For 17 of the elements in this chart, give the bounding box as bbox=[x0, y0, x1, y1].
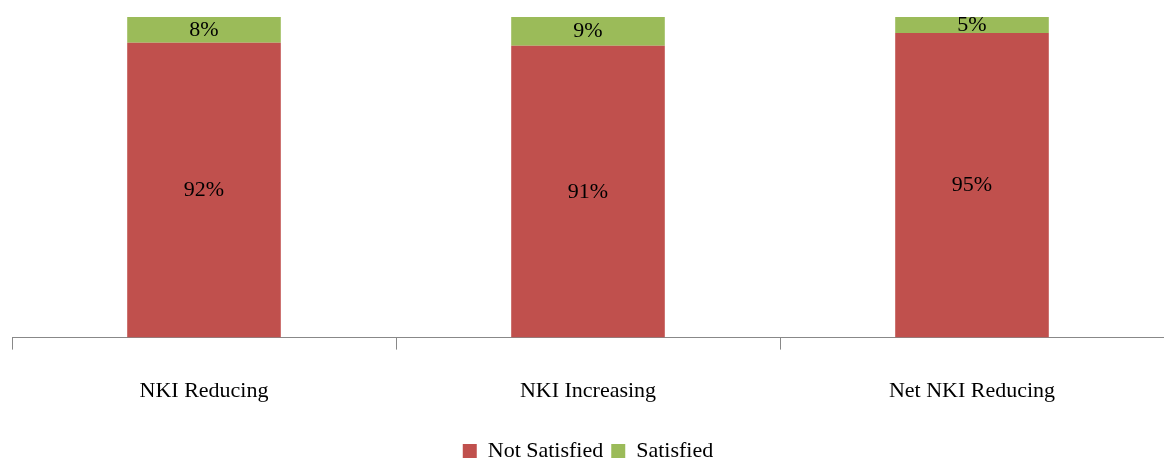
bar bbox=[511, 17, 665, 46]
data-label: 5% bbox=[957, 10, 987, 36]
x-tick-label: Net NKI Reducing bbox=[888, 376, 1056, 402]
bar bbox=[127, 17, 281, 43]
data-label: 91% bbox=[567, 177, 609, 203]
data-label: 9% bbox=[573, 17, 603, 43]
x-tick-label: NKI Reducing bbox=[139, 376, 269, 402]
legend-label: Not Satisfied bbox=[487, 436, 604, 462]
x-tick-label: NKI Increasing bbox=[519, 376, 657, 402]
data-label: 95% bbox=[951, 171, 993, 197]
bar bbox=[127, 42, 281, 338]
data-label: 8% bbox=[189, 15, 219, 41]
bar bbox=[511, 45, 665, 338]
legend-label: Satisfied bbox=[636, 436, 714, 462]
bar bbox=[895, 33, 1049, 338]
bar bbox=[895, 17, 1049, 34]
data-label: 92% bbox=[183, 175, 225, 201]
